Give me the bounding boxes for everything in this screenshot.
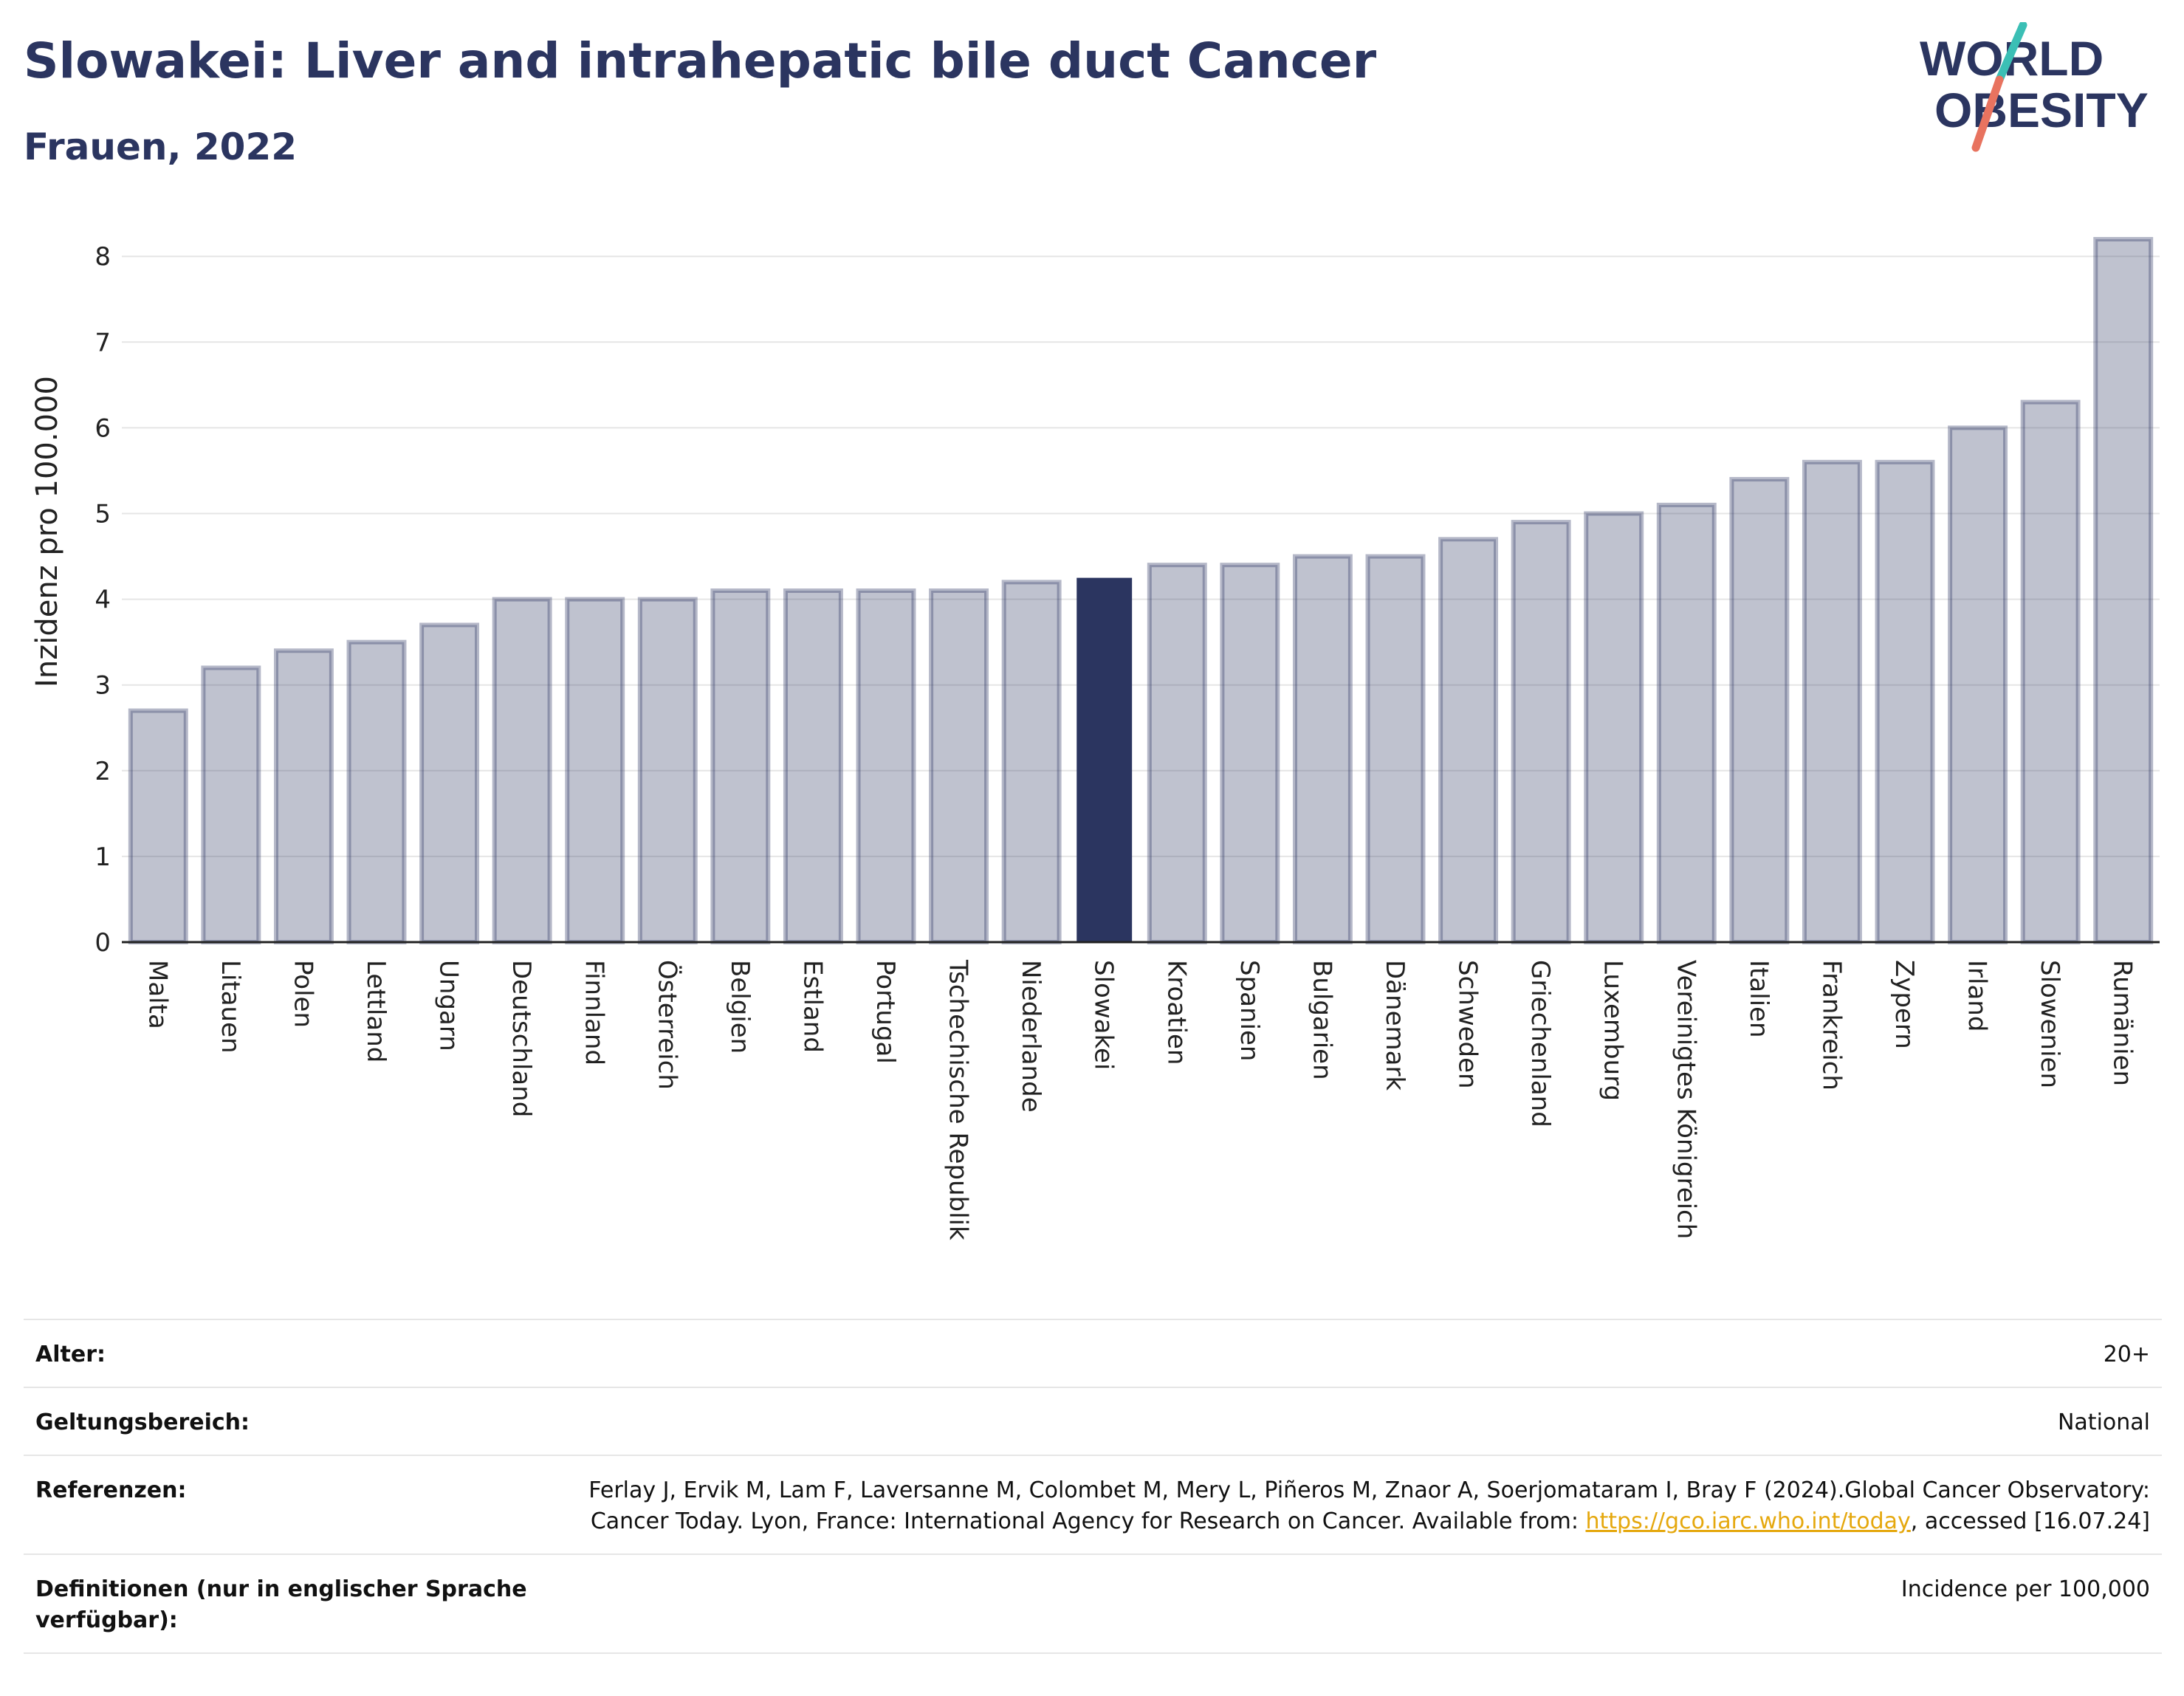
bars (128, 236, 2154, 945)
meta-row-definitions: Definitionen (nur in englischer Sprache … (24, 1553, 2162, 1654)
x-tick-label: Bulgarien (1307, 960, 1336, 1080)
bar-finnland (565, 597, 625, 944)
x-tick-label: Spanien (1234, 960, 1264, 1061)
bar-ungarn (419, 622, 480, 944)
world-obesity-logo: WORLD OBESITY (1920, 22, 2149, 152)
reference-link[interactable]: https://gco.iarc.who.int/today (1585, 1508, 1911, 1534)
metadata-table: Alter: 20+ Geltungsbereich: National Ref… (24, 1319, 2162, 1654)
x-tick-label: Schweden (1453, 960, 1483, 1089)
x-tick-label: Zypern (1889, 960, 1919, 1049)
x-tick-label: Belgien (725, 960, 755, 1054)
y-tick-label: 6 (95, 413, 111, 443)
bar-schweden (1438, 537, 1499, 944)
meta-value-definitions: Incidence per 100,000 (1900, 1576, 2150, 1602)
x-tick-label: Lettland (361, 960, 391, 1062)
x-tick-label: Dänemark (1380, 960, 1409, 1091)
bar-luxemburg (1584, 511, 1644, 944)
x-tick-label: Österreich (652, 960, 682, 1090)
chart-subtitle: Frauen, 2022 (24, 126, 298, 168)
y-tick-label: 5 (95, 500, 111, 529)
bar-vereinigtes-königreich (1656, 502, 1717, 944)
meta-key-definitions: Definitionen (nur in englischer Sprache … (35, 1576, 527, 1633)
x-tick-label: Slowenien (2035, 960, 2064, 1088)
bar-deutschland (492, 597, 552, 944)
x-tick-label: Tschechische Republik (944, 959, 973, 1240)
y-tick-label: 8 (95, 242, 111, 272)
bar-irland (1948, 425, 2008, 944)
meta-row-references: Referenzen: Ferlay J, Ervik M, Lam F, La… (24, 1455, 2162, 1553)
bar-frankreich (1802, 459, 1862, 944)
logo-slash-top (1995, 22, 2027, 84)
bar-slowenien (2020, 399, 2081, 944)
x-tick-labels: Malta Litauen Polen Lettland Ungarn Deutschla… (142, 959, 2137, 1240)
x-tick-label: Slowakei (1089, 960, 1119, 1070)
y-tick-label: 3 (95, 671, 111, 701)
bar-spanien (1220, 563, 1280, 944)
bar-tschechische-republik (929, 588, 989, 944)
bar-polen (273, 648, 334, 944)
y-tick-label: 4 (95, 586, 111, 615)
meta-value-age: 20+ (2103, 1342, 2150, 1367)
bar-estland (783, 588, 843, 944)
bar-bulgarien (1292, 554, 1353, 944)
x-tick-label: Polen (288, 960, 317, 1028)
meta-key-age: Alter: (35, 1342, 106, 1367)
meta-key-scope: Geltungsbereich: (35, 1410, 250, 1435)
bar-niederlande (1001, 580, 1062, 944)
logo-slash-bottom (1971, 75, 2004, 152)
x-tick-label: Rumänien (2108, 960, 2137, 1086)
y-tick-labels: 0 1 2 3 4 5 6 7 8 (95, 242, 111, 958)
x-tick-label: Luxemburg (1598, 960, 1628, 1101)
bar-italien (1729, 477, 1790, 944)
y-tick-label: 2 (95, 757, 111, 786)
grid-lines (122, 255, 2160, 857)
reference-text: Ferlay J, Ervik M, Lam F, Laversanne M, … (588, 1477, 2150, 1534)
x-tick-label: Niederlande (1016, 960, 1045, 1113)
bar-lettland (346, 639, 407, 945)
bar-dänemark (1365, 554, 1426, 944)
x-tick-label: Griechenland (1525, 960, 1555, 1127)
y-tick-label: 7 (95, 328, 111, 357)
meta-value-scope: National (2057, 1410, 2150, 1435)
bar-belgien (710, 588, 771, 944)
x-tick-label: Finnland (580, 960, 609, 1065)
y-tick-label: 1 (95, 842, 111, 872)
x-tick-label: Italien (1744, 960, 1773, 1038)
x-tick-label: Portugal (870, 960, 900, 1064)
meta-value-references: Ferlay J, Ervik M, Lam F, Laversanne M, … (563, 1475, 2150, 1537)
x-tick-label: Litauen (216, 960, 245, 1054)
x-tick-label: Kroatien (1161, 960, 1191, 1065)
reference-accessed: , accessed [16.07.24] (1910, 1508, 2150, 1534)
x-tick-label: Deutschland (506, 960, 536, 1117)
logo-line2: OBESITY (1934, 83, 2149, 137)
chart-title: Slowakei: Liver and intrahepatic bile du… (24, 32, 1377, 89)
meta-row-scope: Geltungsbereich: National (24, 1387, 2162, 1455)
x-tick-label: Irland (1962, 960, 1992, 1031)
x-tick-label: Ungarn (434, 960, 464, 1051)
bar-slowakei (1076, 577, 1133, 942)
bar-litauen (201, 665, 261, 944)
x-tick-label: Frankreich (1816, 960, 1846, 1091)
meta-key-references: Referenzen: (35, 1477, 187, 1503)
bar-chart: 0 1 2 3 4 5 6 7 8 Malta Litauen Polen Lettland Ungar… (95, 236, 2160, 1240)
y-tick-label: 0 (95, 928, 111, 958)
bar-kroatien (1147, 563, 1207, 944)
x-tick-label: Malta (142, 960, 172, 1029)
bar-zypern (1875, 459, 1935, 944)
meta-row-age: Alter: 20+ (24, 1319, 2162, 1387)
x-tick-label: Vereinigtes Königreich (1671, 960, 1700, 1239)
bar-portugal (856, 588, 916, 944)
bar-österreich (637, 597, 698, 944)
bar-malta (128, 708, 188, 945)
bar-griechenland (1511, 520, 1571, 944)
x-tick-label: Estland (797, 960, 827, 1053)
bar-rumänien (2093, 236, 2154, 945)
